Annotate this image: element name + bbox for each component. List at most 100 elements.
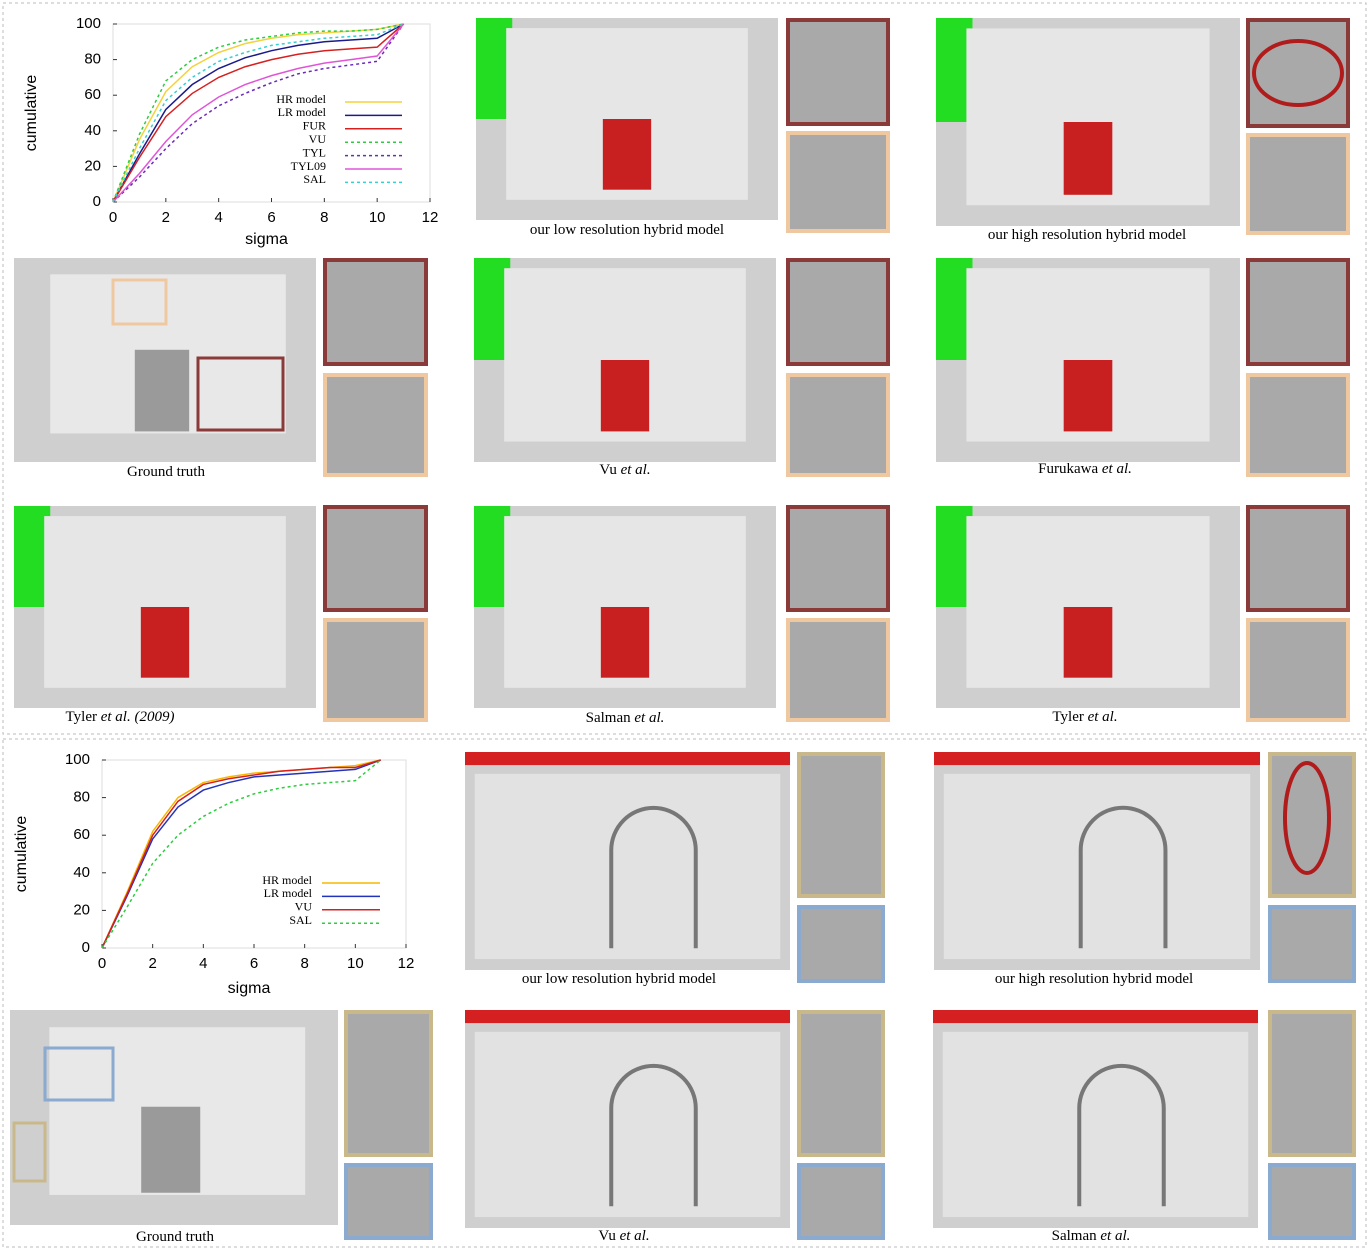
y-axis-label: cumulative	[13, 816, 30, 893]
thumbnail	[1268, 752, 1356, 898]
image-background	[936, 258, 973, 360]
caption-text: Tyler	[66, 709, 97, 725]
x-tick-label: 8	[300, 955, 308, 972]
series-line	[112, 23, 404, 203]
thumbnail	[797, 1163, 885, 1240]
y-tick-label: 100	[65, 751, 90, 768]
inset-box	[111, 278, 168, 326]
series-line	[112, 23, 405, 203]
y-tick-label: 0	[82, 939, 90, 956]
series-line	[101, 759, 381, 949]
y-tick-label: 100	[76, 15, 101, 32]
image-background	[934, 752, 1260, 766]
legend-label: VU	[295, 900, 313, 914]
caption: our low resolution hybrid model	[530, 222, 724, 238]
series-line	[101, 759, 382, 949]
series-line	[112, 23, 404, 203]
series-line	[112, 23, 404, 203]
caption-text: our low resolution hybrid model	[522, 971, 716, 987]
thumbnail	[323, 505, 428, 612]
thumbnail	[797, 1010, 885, 1157]
image-detail	[474, 773, 781, 960]
image	[14, 506, 316, 708]
image-background	[465, 1010, 790, 1024]
y-tick-label: 80	[84, 51, 101, 68]
image-detail	[943, 773, 1251, 960]
caption: Salman et al.	[1052, 1228, 1131, 1244]
caption-emphasis: et al.	[620, 1228, 650, 1244]
legend-label: TYL09	[291, 159, 326, 173]
image	[933, 1010, 1258, 1228]
image-background	[936, 506, 973, 607]
arch	[609, 805, 698, 949]
image-detail	[141, 1106, 201, 1193]
image	[14, 258, 316, 462]
x-tick-label: 6	[267, 209, 275, 226]
caption: Ground truth	[127, 464, 205, 480]
image-detail	[1063, 360, 1113, 432]
y-axis-label: cumulative	[23, 75, 40, 152]
caption-emphasis: et al.	[1102, 461, 1132, 477]
thumbnail	[786, 131, 890, 233]
image	[936, 18, 1240, 226]
caption: Tyler et al.	[1052, 709, 1117, 725]
x-tick-label: 0	[109, 209, 117, 226]
x-tick-label: 0	[98, 955, 106, 972]
section-frame	[2, 2, 1367, 735]
x-tick-label: 8	[320, 209, 328, 226]
legend-label: SAL	[303, 172, 326, 186]
image-detail	[600, 360, 650, 432]
caption-text: Salman	[586, 710, 631, 726]
inset-box	[43, 1046, 115, 1102]
caption: Tyler et al. (2009)	[66, 709, 175, 725]
thumbnail	[786, 505, 890, 612]
caption-text: our low resolution hybrid model	[530, 222, 724, 238]
image-background	[474, 258, 511, 360]
image-detail	[140, 607, 190, 678]
legend-label: HR model	[276, 92, 326, 106]
y-tick-label: 20	[84, 157, 101, 174]
thumbnail	[1246, 133, 1350, 235]
legend-label: LR model	[278, 105, 327, 119]
caption-text: our high resolution hybrid model	[988, 227, 1186, 243]
image	[10, 1010, 338, 1225]
x-tick-label: 2	[162, 209, 170, 226]
y-tick-label: 60	[73, 826, 90, 843]
x-tick-label: 4	[214, 209, 222, 226]
thumbnail	[1246, 258, 1350, 366]
caption: Vu et al.	[598, 1228, 649, 1244]
thumbnail	[1268, 1163, 1356, 1240]
thumbnail	[1246, 618, 1350, 722]
caption-emphasis: et al.	[621, 462, 651, 478]
caption-text: Furukawa	[1038, 461, 1098, 477]
thumbnail	[1268, 1010, 1356, 1157]
thumbnail	[344, 1010, 433, 1157]
image	[474, 258, 776, 462]
thumbnail	[786, 258, 890, 366]
arch	[1077, 1063, 1166, 1207]
image	[465, 752, 790, 970]
x-axis-label: sigma	[228, 980, 271, 997]
caption-emphasis: et al.	[634, 710, 664, 726]
image-detail	[134, 349, 190, 432]
caption: Vu et al.	[599, 462, 650, 478]
caption: Salman et al.	[586, 710, 665, 726]
legend-label: TYL	[303, 145, 326, 159]
x-tick-label: 10	[347, 955, 364, 972]
caption-emphasis: et al.	[1100, 1228, 1130, 1244]
caption-text: Vu	[598, 1228, 616, 1244]
image	[936, 258, 1240, 462]
series-line	[112, 23, 405, 203]
image-detail	[600, 607, 650, 678]
thumbnail	[1246, 373, 1350, 477]
thumbnail	[786, 373, 890, 477]
image-background	[936, 18, 973, 122]
caption: Furukawa et al.	[1038, 461, 1132, 477]
y-tick-label: 60	[84, 86, 101, 103]
thumbnail	[786, 18, 890, 126]
caption: Ground truth	[136, 1229, 214, 1245]
caption-emphasis: et al.	[1088, 709, 1118, 725]
image-background	[933, 1010, 1258, 1024]
